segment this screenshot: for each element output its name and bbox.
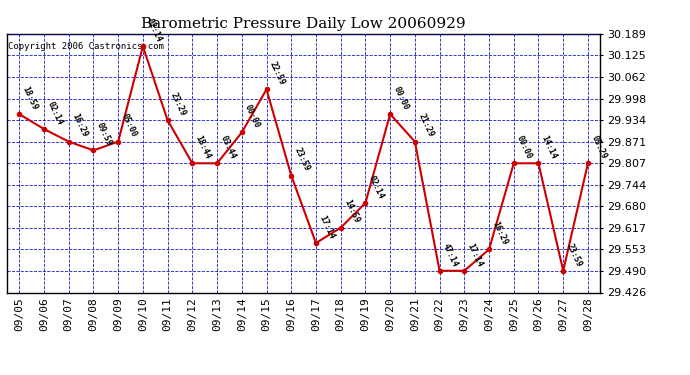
Text: 16:29: 16:29	[70, 112, 89, 139]
Text: 02:14: 02:14	[46, 100, 64, 126]
Text: 00:00: 00:00	[391, 85, 411, 111]
Text: 21:29: 21:29	[416, 112, 435, 139]
Text: 23:29: 23:29	[169, 91, 188, 117]
Text: 18:44: 18:44	[194, 134, 213, 160]
Text: 14:14: 14:14	[540, 134, 559, 160]
Text: 09:59: 09:59	[95, 121, 114, 148]
Text: 02:14: 02:14	[144, 17, 163, 44]
Text: 02:14: 02:14	[367, 174, 386, 200]
Text: 05:00: 05:00	[119, 112, 138, 139]
Text: Copyright 2006 Castronics.com: Copyright 2006 Castronics.com	[8, 42, 164, 51]
Text: 16:29: 16:29	[491, 220, 509, 247]
Title: Barometric Pressure Daily Low 20060929: Barometric Pressure Daily Low 20060929	[141, 17, 466, 31]
Text: 22:59: 22:59	[268, 60, 286, 87]
Text: 23:59: 23:59	[293, 146, 311, 173]
Text: 05:29: 05:29	[589, 134, 608, 160]
Text: 00:00: 00:00	[243, 103, 262, 130]
Text: 00:00: 00:00	[515, 134, 534, 160]
Text: 47:14: 47:14	[441, 242, 460, 268]
Text: 23:59: 23:59	[564, 242, 583, 268]
Text: 18:59: 18:59	[21, 85, 39, 111]
Text: 17:14: 17:14	[466, 242, 484, 268]
Text: 03:44: 03:44	[219, 134, 237, 160]
Text: 14:59: 14:59	[342, 198, 361, 225]
Text: 17:14: 17:14	[317, 214, 336, 240]
